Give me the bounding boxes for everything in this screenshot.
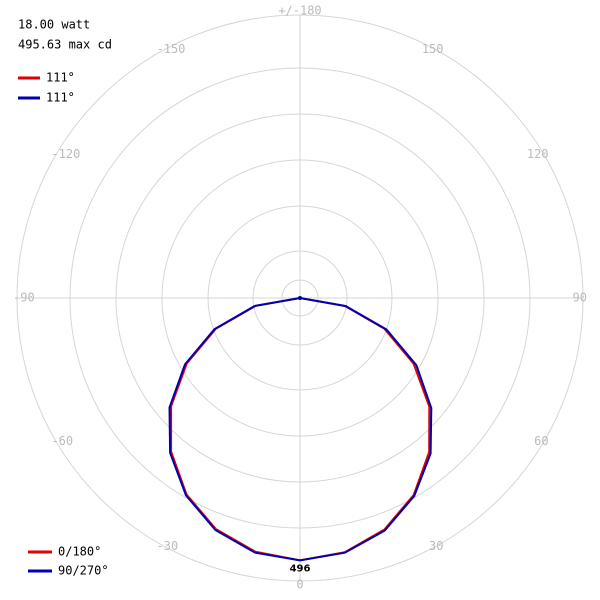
legend-label: 90/270° [58, 564, 109, 578]
angle-tick-label: 60 [534, 434, 548, 448]
angle-tick-label: 150 [422, 42, 444, 56]
angle-tick-label: -150 [157, 42, 186, 56]
angle-tick-label: +/-180 [278, 4, 321, 18]
power: 18.00 watt [18, 18, 90, 32]
angle-tick-label: 90 [573, 291, 587, 305]
angle-tick-label: 0 [296, 578, 303, 592]
center-dot [298, 296, 302, 300]
legend-label: 0/180° [58, 545, 101, 559]
intensity-curve [168, 297, 433, 562]
legend-beam: 111° [46, 71, 75, 85]
max-intensity: 495.63 max cd [18, 38, 112, 52]
angle-tick-label: -90 [13, 291, 35, 305]
angle-tick-label: -30 [157, 539, 179, 553]
angle-tick-label: 30 [429, 539, 443, 553]
legend-beam: 111° [46, 91, 75, 105]
peak-label: 496 [290, 563, 311, 574]
angle-tick-label: 120 [527, 147, 549, 161]
angle-tick-label: -120 [51, 147, 80, 161]
angle-tick-label: -60 [51, 434, 73, 448]
